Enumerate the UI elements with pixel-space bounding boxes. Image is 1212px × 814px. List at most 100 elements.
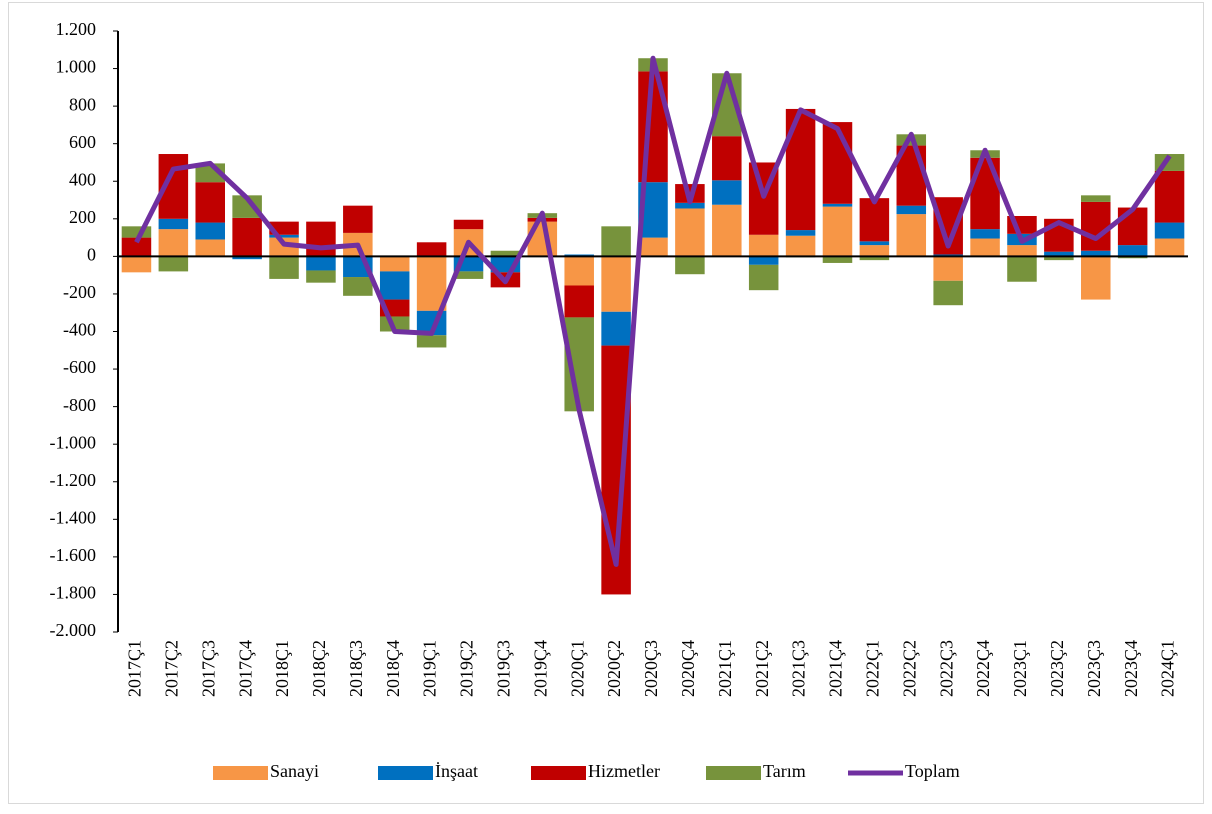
bar bbox=[822, 206, 853, 257]
x-tick-label: 2019Ç1 bbox=[420, 640, 440, 697]
x-tick-label: 2018Ç3 bbox=[346, 640, 366, 697]
bar bbox=[121, 256, 152, 273]
line bbox=[134, 55, 1172, 567]
bar bbox=[601, 256, 631, 312]
bar bbox=[1007, 256, 1037, 282]
legend-label: İnşaat bbox=[435, 761, 478, 781]
bar bbox=[859, 245, 890, 257]
y-tick-label: -200 bbox=[63, 282, 96, 302]
legend-label: Tarım bbox=[763, 761, 806, 781]
y-tick-label: 0 bbox=[87, 245, 96, 265]
legend-label: Sanayi bbox=[270, 761, 319, 781]
bar bbox=[1154, 170, 1185, 223]
x-tick-label: 2017Ç1 bbox=[125, 640, 145, 697]
bar bbox=[306, 270, 336, 283]
bar bbox=[564, 285, 594, 318]
bar bbox=[306, 221, 336, 257]
legend-swatch bbox=[531, 766, 586, 780]
bar bbox=[896, 214, 927, 257]
bar bbox=[822, 203, 853, 207]
bar bbox=[785, 235, 816, 257]
legend-label: Toplam bbox=[905, 761, 960, 781]
x-tick-label: 2020Ç4 bbox=[678, 640, 698, 697]
x-tick-label: 2023Ç3 bbox=[1084, 640, 1104, 697]
x-tick-label: 2024Ç1 bbox=[1158, 640, 1178, 697]
x-tick-label: 2023Ç2 bbox=[1047, 640, 1067, 697]
y-tick-label: 200 bbox=[69, 207, 96, 227]
y-tick-label: -1.600 bbox=[50, 545, 97, 565]
legend-swatch bbox=[213, 766, 268, 780]
legend-swatch bbox=[378, 766, 433, 780]
bar bbox=[601, 311, 631, 346]
bar bbox=[343, 205, 373, 233]
bar bbox=[1007, 245, 1037, 257]
bar bbox=[416, 256, 447, 311]
x-tick-label: 2017Ç2 bbox=[161, 640, 181, 697]
x-tick-label: 2022Ç3 bbox=[936, 640, 956, 697]
bar bbox=[1081, 256, 1111, 300]
bar bbox=[638, 237, 668, 257]
bar bbox=[822, 256, 853, 263]
bar bbox=[269, 237, 299, 257]
x-tick-label: 2023Ç4 bbox=[1121, 640, 1141, 697]
bar bbox=[453, 219, 484, 230]
x-tick-label: 2021Ç3 bbox=[789, 640, 809, 697]
y-tick-label: -1.400 bbox=[50, 507, 97, 527]
bar bbox=[601, 226, 631, 257]
legend-swatch bbox=[706, 766, 761, 780]
x-tick-label: 2018Ç1 bbox=[272, 640, 292, 697]
bar bbox=[1154, 222, 1185, 239]
x-tick-label: 2021Ç1 bbox=[715, 640, 735, 697]
x-tick-label: 2018Ç2 bbox=[309, 640, 329, 697]
bar bbox=[896, 205, 927, 215]
bar bbox=[232, 195, 262, 218]
bar bbox=[343, 277, 373, 296]
bar bbox=[859, 241, 890, 246]
bar bbox=[453, 271, 484, 279]
x-tick-label: 2021Ç2 bbox=[752, 640, 772, 697]
y-tick-label: -1.200 bbox=[50, 470, 97, 490]
bar bbox=[859, 256, 890, 261]
bar bbox=[1117, 207, 1148, 246]
bar bbox=[1117, 245, 1148, 257]
x-tick-label: 2019Ç3 bbox=[494, 640, 514, 697]
x-tick-label: 2019Ç2 bbox=[457, 640, 477, 697]
y-tick-label: -1.800 bbox=[50, 583, 97, 603]
y-tick-label: 800 bbox=[69, 94, 96, 114]
x-tick-label: 2020Ç3 bbox=[641, 640, 661, 697]
bar bbox=[158, 229, 189, 257]
bar bbox=[269, 256, 299, 279]
bar bbox=[1154, 238, 1185, 257]
bar bbox=[195, 182, 225, 223]
bar bbox=[232, 217, 262, 257]
x-tick-label: 2020Ç1 bbox=[567, 640, 587, 697]
y-tick-label: -800 bbox=[63, 395, 96, 415]
bar bbox=[121, 237, 152, 257]
bar bbox=[675, 202, 705, 209]
bar bbox=[675, 256, 705, 275]
bar bbox=[712, 136, 742, 181]
x-tick-label: 2017Ç4 bbox=[235, 640, 255, 697]
bar bbox=[1081, 195, 1111, 202]
bar bbox=[970, 238, 1000, 257]
x-tick-label: 2022Ç4 bbox=[973, 640, 993, 697]
bar bbox=[933, 256, 963, 281]
bar bbox=[748, 256, 779, 265]
bar bbox=[970, 157, 1000, 230]
bar bbox=[564, 256, 594, 286]
bar bbox=[195, 222, 225, 240]
y-tick-label: -1.000 bbox=[50, 432, 97, 452]
x-tick-label: 2022Ç2 bbox=[899, 640, 919, 697]
bar bbox=[232, 256, 262, 260]
bar bbox=[1081, 201, 1111, 251]
y-tick-label: 1.200 bbox=[56, 19, 97, 39]
bar bbox=[490, 250, 521, 257]
y-tick-label: -600 bbox=[63, 357, 96, 377]
bar bbox=[416, 335, 447, 348]
bar bbox=[527, 221, 558, 257]
bar bbox=[933, 280, 963, 306]
bar bbox=[785, 108, 816, 231]
bar bbox=[269, 234, 299, 238]
x-tick-label: 2020Ç2 bbox=[604, 640, 624, 697]
